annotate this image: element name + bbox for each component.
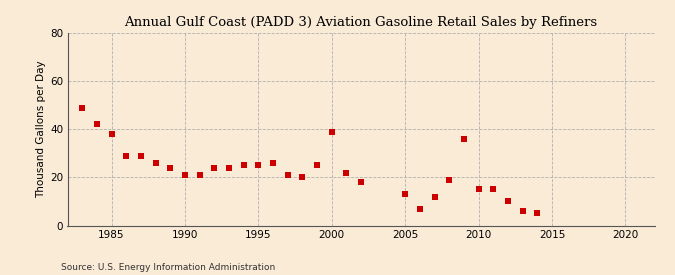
Point — [356, 180, 367, 184]
Point — [77, 105, 88, 110]
Point — [150, 161, 161, 165]
Point — [400, 192, 410, 196]
Point — [282, 173, 293, 177]
Point — [223, 166, 234, 170]
Point — [458, 137, 469, 141]
Title: Annual Gulf Coast (PADD 3) Aviation Gasoline Retail Sales by Refiners: Annual Gulf Coast (PADD 3) Aviation Gaso… — [125, 16, 597, 29]
Point — [209, 166, 219, 170]
Point — [267, 161, 278, 165]
Point — [312, 163, 323, 167]
Point — [91, 122, 102, 127]
Point — [473, 187, 484, 192]
Point — [532, 211, 543, 216]
Point — [488, 187, 499, 192]
Point — [165, 166, 176, 170]
Point — [429, 194, 440, 199]
Y-axis label: Thousand Gallons per Day: Thousand Gallons per Day — [36, 60, 46, 198]
Point — [341, 170, 352, 175]
Point — [443, 178, 454, 182]
Point — [517, 209, 528, 213]
Point — [502, 199, 513, 204]
Point — [180, 173, 190, 177]
Point — [238, 163, 249, 167]
Point — [326, 130, 337, 134]
Text: Source: U.S. Energy Information Administration: Source: U.S. Energy Information Administ… — [61, 263, 275, 272]
Point — [106, 132, 117, 136]
Point — [194, 173, 205, 177]
Point — [297, 175, 308, 180]
Point — [414, 207, 425, 211]
Point — [253, 163, 264, 167]
Point — [121, 153, 132, 158]
Point — [136, 153, 146, 158]
